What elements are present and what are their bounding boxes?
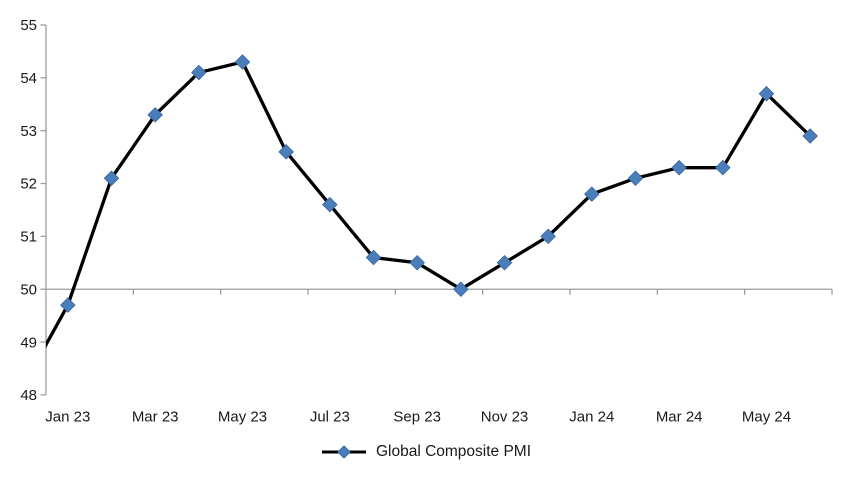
chart-legend: Global Composite PMI <box>0 441 852 462</box>
data-point-marker <box>627 170 644 187</box>
y-axis-label: 50 <box>20 281 37 298</box>
y-axis-label: 52 <box>20 176 37 193</box>
x-category-label: Mar 24 <box>656 409 703 426</box>
x-category-label: Jan 24 <box>569 409 614 426</box>
x-category-label: Mar 23 <box>132 409 179 426</box>
series-group <box>46 54 818 349</box>
x-category-label: May 24 <box>742 409 791 426</box>
data-point-marker <box>715 159 731 176</box>
y-axis-label: 53 <box>20 123 37 140</box>
data-point-marker <box>802 128 818 144</box>
data-point-marker <box>278 144 294 160</box>
data-point-marker <box>540 228 556 245</box>
data-point-marker <box>191 64 207 81</box>
x-category-label: Nov 23 <box>481 409 529 426</box>
data-point-marker <box>671 159 687 176</box>
legend-label: Global Composite PMI <box>375 443 532 460</box>
data-point-marker <box>584 186 600 202</box>
data-point-marker <box>234 54 251 70</box>
x-category-label: Jul 23 <box>310 409 350 426</box>
y-axis-label: 48 <box>20 387 37 404</box>
x-category-label: May 23 <box>218 409 267 426</box>
data-point-marker <box>147 107 163 123</box>
data-point-marker <box>60 297 76 313</box>
data-point-marker <box>453 281 469 297</box>
y-axis-label: 49 <box>20 334 37 351</box>
data-point-marker <box>409 255 425 271</box>
y-axis-label: 55 <box>20 17 37 34</box>
pmi-series-line <box>46 60 812 349</box>
data-point-marker <box>496 255 513 271</box>
data-point-marker <box>103 170 120 187</box>
data-point-marker <box>758 85 775 102</box>
x-category-label: Sep 23 <box>393 409 441 426</box>
x-category-label: Jan 23 <box>45 409 90 426</box>
y-axis-label: 51 <box>20 229 37 246</box>
data-point-marker <box>365 249 382 266</box>
legend-marker-icon <box>321 444 366 459</box>
data-point-marker <box>322 196 338 213</box>
y-axis-label: 54 <box>20 70 37 87</box>
legend-diamond-marker <box>337 444 351 459</box>
